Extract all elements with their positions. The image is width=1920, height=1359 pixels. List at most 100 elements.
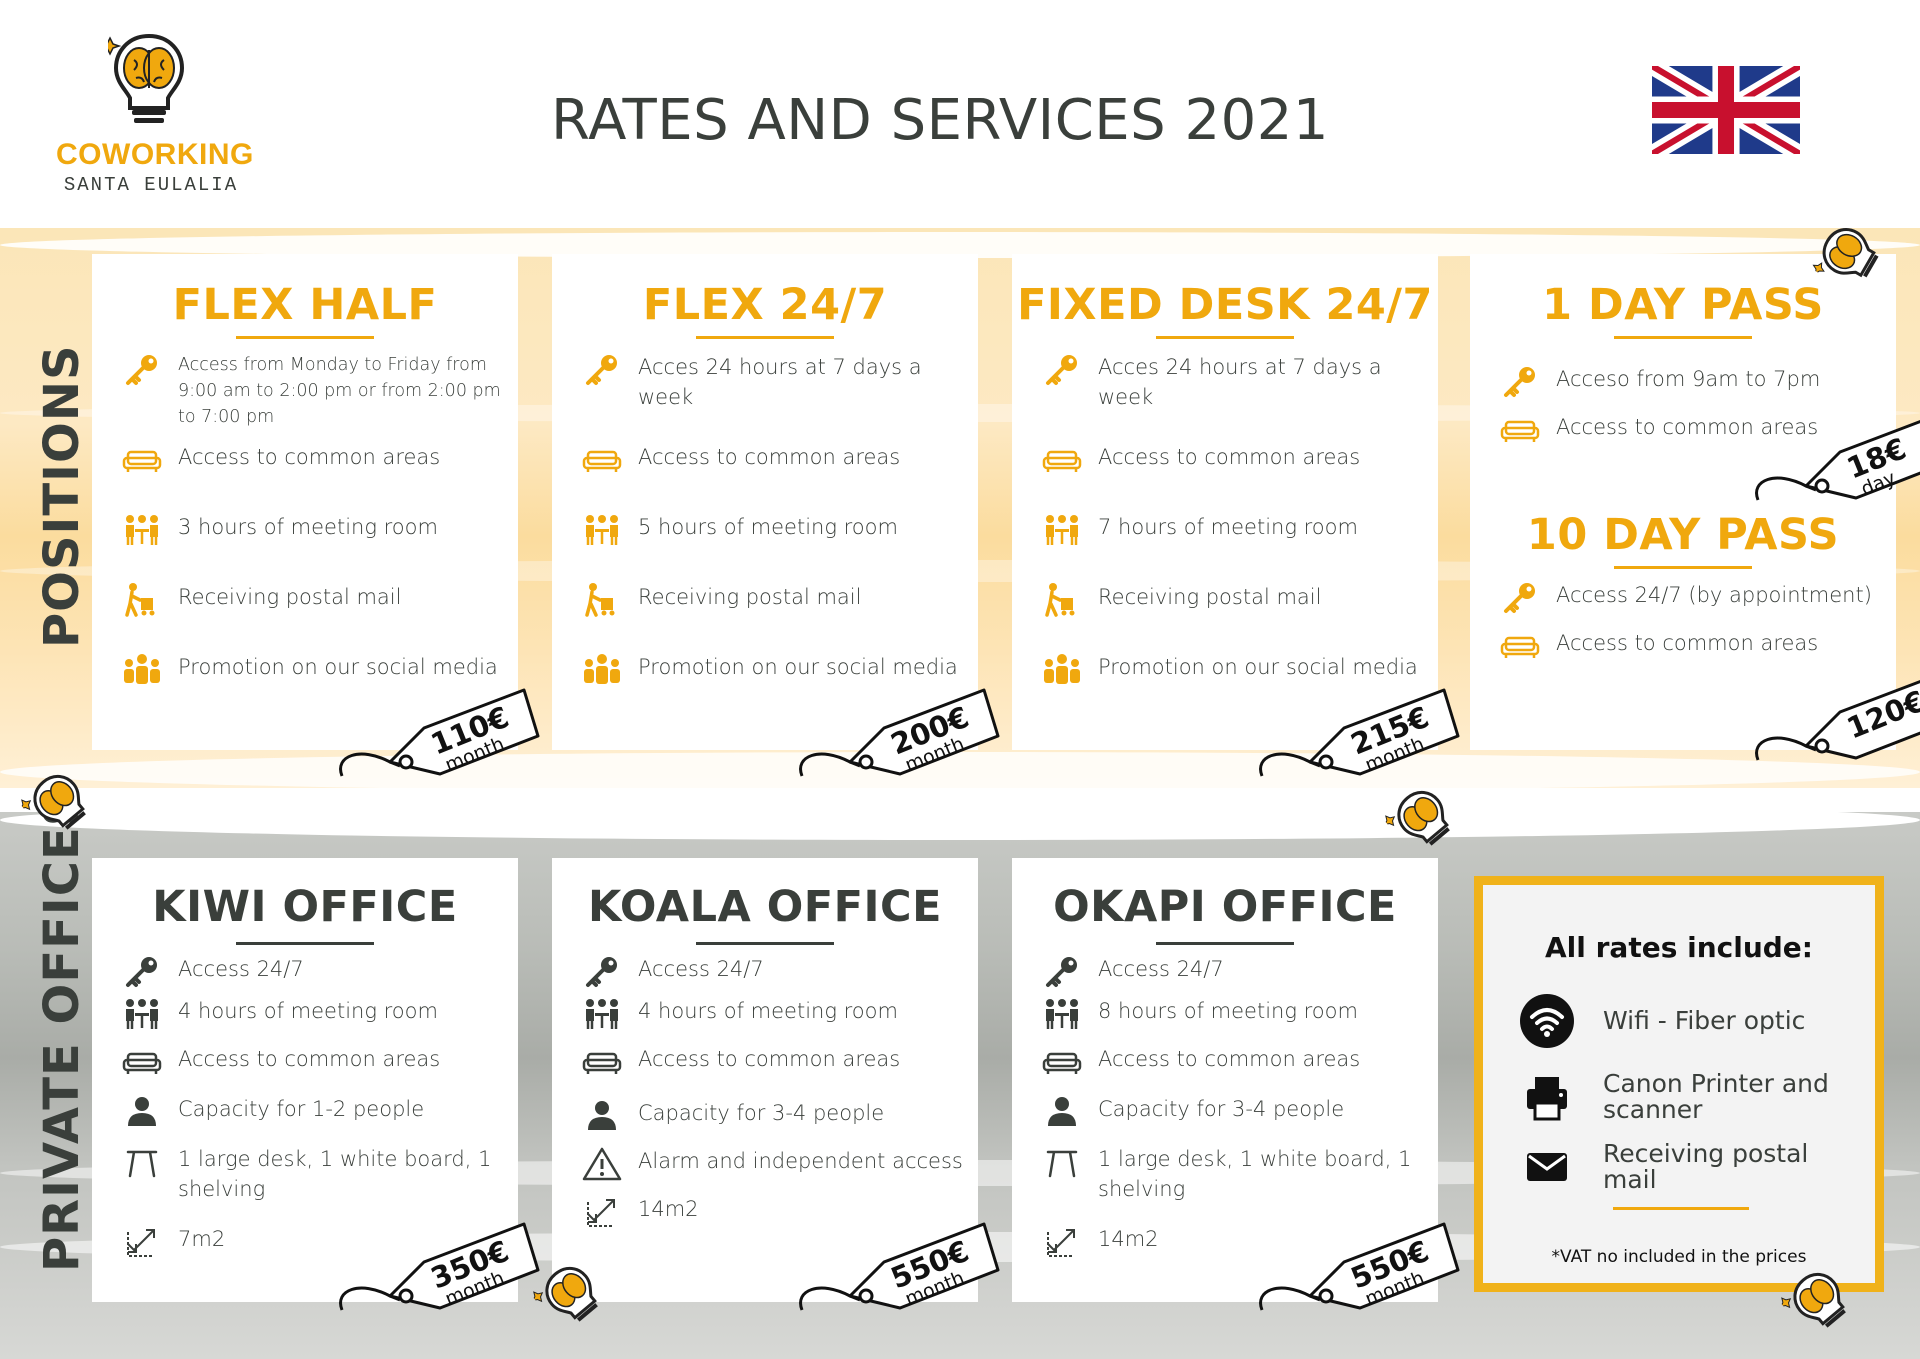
sofa-icon	[122, 1044, 162, 1080]
brain-bulb-icon	[15, 757, 105, 847]
feature-text: Alarm and independent access	[638, 1149, 963, 1173]
person-icon	[122, 1094, 162, 1130]
feature-row: Capacity for 3-4 people	[1042, 1094, 1424, 1130]
feature-text: 5 hours of meeting room	[638, 515, 898, 539]
key-icon	[582, 954, 622, 990]
page-title: RATES AND SERVICES 2021	[550, 88, 1330, 153]
brain-bulb-icon	[1806, 210, 1893, 297]
alarm-icon	[582, 1146, 622, 1182]
wifi-icon	[1520, 994, 1574, 1048]
feature-text: Access to common areas	[638, 1047, 901, 1071]
vat-note: *VAT no included in the prices	[1551, 1247, 1807, 1267]
card-title: KOALA OFFICE	[588, 882, 942, 932]
title-underline	[696, 336, 834, 339]
feature-text: Capacity for 3-4 people	[1098, 1097, 1345, 1121]
price-tag-shape	[799, 1222, 1000, 1311]
feature-text: Receiving postal mail	[178, 585, 402, 609]
brand-name: COWORKING	[56, 138, 254, 171]
position-card: FLEX HALF Access from Monday to Friday fr…	[92, 254, 518, 750]
feature-text: 14m2	[638, 1197, 699, 1221]
feature-row: Receiving postal mail	[122, 582, 504, 618]
area-icon	[582, 1194, 622, 1230]
feature-row: Access from Monday to Friday from 9:00 a…	[122, 352, 504, 430]
desk-icon	[1042, 1144, 1082, 1180]
feature-row: Promotion on our social media	[122, 652, 504, 688]
key-icon	[1500, 580, 1540, 616]
price-tag-shape	[1755, 419, 1920, 501]
feature-row: Access to common areas	[1042, 1044, 1424, 1080]
key-icon	[1042, 954, 1082, 990]
price-tag-shape	[1755, 679, 1920, 761]
feature-text: Access to common areas	[638, 445, 901, 469]
sofa-icon	[582, 1044, 622, 1080]
position-card: 1 DAY PASS Acceso from 9am to 7pm Access t…	[1470, 254, 1896, 750]
meeting-icon	[1042, 996, 1082, 1032]
feature-text: Capacity for 3-4 people	[638, 1101, 885, 1125]
feature-row: Access 24/7	[122, 954, 504, 990]
card-title: OKAPI OFFICE	[1053, 882, 1397, 932]
key-icon	[582, 352, 622, 388]
feature-row: 4 hours of meeting room	[582, 996, 964, 1032]
brush-streak	[0, 752, 1920, 792]
feature-text: Access 24/7	[638, 957, 764, 981]
title-underline	[236, 336, 374, 339]
brain-bulb-icon	[108, 33, 185, 123]
feature-text: 7m2	[178, 1227, 226, 1251]
price-tag: 120€	[1755, 660, 1920, 780]
feature-row: Access to common areas	[582, 442, 964, 478]
mail-trolley-icon	[582, 582, 622, 618]
brush-streak	[0, 800, 1920, 840]
people-icon	[582, 652, 622, 688]
card-title: 10 DAY PASS	[1526, 510, 1840, 560]
price-tag: 550€ month	[799, 1210, 1000, 1330]
feature-text: Promotion on our social media	[178, 655, 498, 679]
price-tag: 215€ month	[1259, 676, 1460, 796]
desk-icon	[122, 1144, 162, 1180]
feature-row: Promotion on our social media	[1042, 652, 1424, 688]
brand-subtitle: SANTA EULALIA	[63, 174, 239, 196]
feature-row: 7 hours of meeting room	[1042, 512, 1424, 548]
price-tag: 18€ day	[1755, 400, 1920, 520]
feature-row: 7m2	[122, 1224, 504, 1260]
feature-text: 1 large desk, 1 white board, 1 shelving	[1098, 1147, 1412, 1201]
card-title: FIXED DESK 24/7	[1017, 280, 1433, 330]
feature-row: Acces 24 hours at 7 days a week	[1042, 352, 1424, 412]
feature-row: Access to common areas	[1042, 442, 1424, 478]
feature-text: Promotion on our social media	[1098, 655, 1418, 679]
key-icon	[122, 352, 162, 388]
person-icon	[1042, 1094, 1082, 1130]
title-underline	[1614, 336, 1752, 339]
feature-row: Capacity for 3-4 people	[582, 1098, 964, 1134]
include-divider	[1613, 1207, 1749, 1210]
include-item: Canon Printer and scanner	[1519, 1069, 1843, 1125]
title-underline	[696, 942, 834, 945]
position-card: FIXED DESK 24/7 Acces 24 hours at 7 days …	[1012, 254, 1438, 750]
feature-text: 14m2	[1098, 1227, 1159, 1251]
feature-row: Access 24/7	[1042, 954, 1424, 990]
feature-row: Access to common areas	[582, 1044, 964, 1080]
feature-row: Access to common areas	[122, 442, 504, 478]
price-tag: 110€ month	[339, 676, 540, 796]
card-title: KIWI OFFICE	[152, 882, 458, 932]
office-card: KIWI OFFICE Access 24/7 4 hours of meeting…	[92, 858, 518, 1302]
feature-text: Access 24/7 (by appointment)	[1556, 583, 1872, 607]
feature-row: Access 24/7	[582, 954, 964, 990]
feature-text: Access to common areas	[1556, 415, 1819, 439]
feature-text: Acces 24 hours at 7 days a week	[1098, 355, 1382, 409]
include-item: Wifi - Fiber optic	[1519, 993, 1843, 1049]
feature-text: Access to common areas	[1098, 445, 1361, 469]
include-text: Wifi - Fiber optic	[1603, 1006, 1806, 1035]
mail-trolley-icon	[1042, 582, 1082, 618]
title-underline	[1156, 942, 1294, 945]
office-card: OKAPI OFFICE Access 24/7 8 hours of meetin…	[1012, 858, 1438, 1302]
people-icon	[1042, 652, 1082, 688]
feature-text: Receiving postal mail	[638, 585, 862, 609]
feature-row: 4 hours of meeting room	[122, 996, 504, 1032]
brush-streak	[0, 232, 1920, 258]
feature-text: Acces 24 hours at 7 days a week	[638, 355, 922, 409]
title-underline	[1614, 566, 1752, 569]
area-icon	[1042, 1224, 1082, 1260]
feature-text: Access to common areas	[178, 445, 441, 469]
feature-row: 14m2	[582, 1194, 964, 1230]
feature-text: 4 hours of meeting room	[178, 999, 438, 1023]
